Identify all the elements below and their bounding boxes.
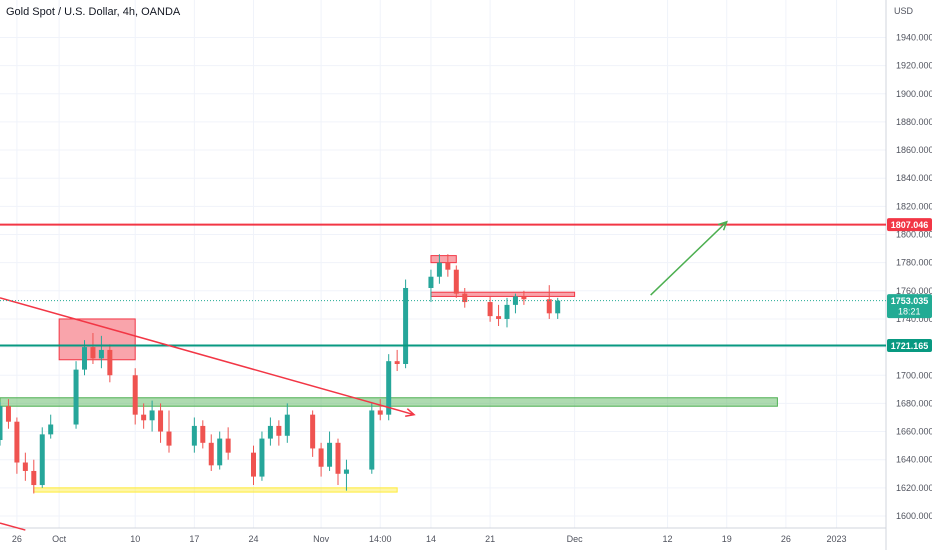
candle-body bbox=[428, 276, 434, 288]
y-tick-label: 1940.000 bbox=[896, 32, 932, 42]
x-tick-label: 21 bbox=[485, 534, 495, 544]
x-tick-label: 26 bbox=[12, 534, 22, 544]
candle-body bbox=[453, 269, 459, 294]
x-tick-label: 26 bbox=[781, 534, 791, 544]
candle-body bbox=[496, 316, 502, 319]
candle-body bbox=[39, 434, 45, 486]
trend-line bbox=[0, 297, 415, 416]
candle-body bbox=[225, 438, 231, 453]
y-tick-label: 1840.000 bbox=[896, 173, 932, 183]
candle-body bbox=[276, 425, 282, 436]
currency-label: USD bbox=[894, 6, 914, 16]
y-tick-label: 1880.000 bbox=[896, 117, 932, 127]
arrow-head bbox=[717, 220, 728, 231]
candle-body bbox=[504, 304, 510, 319]
x-tick-label: 14 bbox=[426, 534, 436, 544]
candle-body bbox=[512, 296, 518, 305]
y-tick-label: 1600.000 bbox=[896, 511, 932, 521]
y-tick-label: 1620.000 bbox=[896, 483, 932, 493]
candle-body bbox=[22, 462, 28, 471]
candle-body bbox=[107, 349, 113, 376]
x-tick-label: 12 bbox=[663, 534, 673, 544]
y-tick-label: 1740.000 bbox=[896, 314, 932, 324]
candle-body bbox=[267, 425, 273, 439]
candle-body bbox=[200, 425, 206, 443]
x-tick-label: Nov bbox=[313, 534, 330, 544]
candle-body bbox=[14, 421, 20, 463]
y-tick-label: 1920.000 bbox=[896, 61, 932, 71]
candle-body bbox=[0, 406, 3, 440]
y-tick-label: 1820.000 bbox=[896, 201, 932, 211]
x-tick-label: 14:00 bbox=[369, 534, 392, 544]
candle-body bbox=[5, 406, 11, 422]
candle-body bbox=[343, 469, 349, 474]
x-tick-label: 10 bbox=[130, 534, 140, 544]
price-label-countdown: 18:21 bbox=[898, 307, 921, 317]
candle-body bbox=[377, 410, 383, 415]
candle-body bbox=[462, 293, 468, 303]
zone-rect bbox=[430, 255, 457, 264]
y-tick-label: 1700.000 bbox=[896, 370, 932, 380]
candle-body bbox=[132, 375, 138, 415]
y-tick-label: 1680.000 bbox=[896, 398, 932, 408]
y-tick-label: 1780.000 bbox=[896, 258, 932, 268]
candle-body bbox=[166, 431, 172, 446]
candle-body bbox=[318, 448, 324, 467]
trend-line bbox=[650, 221, 728, 296]
candle-body bbox=[555, 300, 561, 314]
candle-body bbox=[310, 414, 316, 449]
price-label-bg bbox=[887, 218, 932, 232]
candle-body bbox=[335, 442, 341, 474]
candle-body bbox=[73, 369, 79, 425]
y-tick-label: 1660.000 bbox=[896, 427, 932, 437]
candle-body bbox=[82, 347, 87, 370]
price-label-resistance: 1807.046 bbox=[891, 220, 929, 230]
arrow-head bbox=[405, 408, 416, 417]
zone-rect bbox=[430, 291, 576, 297]
y-tick-label: 1860.000 bbox=[896, 145, 932, 155]
candle-body bbox=[217, 438, 223, 466]
y-tick-label: 1640.000 bbox=[896, 455, 932, 465]
candle-body bbox=[158, 410, 164, 432]
y-tick-label: 1760.000 bbox=[896, 286, 932, 296]
candle-body bbox=[191, 425, 197, 446]
candle-body bbox=[369, 410, 375, 470]
chart-title: Gold Spot / U.S. Dollar, 4h, OANDA bbox=[6, 6, 181, 18]
candle-body bbox=[546, 299, 552, 314]
candle-body bbox=[90, 347, 96, 359]
candle-body bbox=[394, 361, 400, 364]
candle-body bbox=[48, 424, 54, 435]
x-tick-label: 19 bbox=[722, 534, 732, 544]
candle-body bbox=[31, 470, 37, 486]
candle-body bbox=[251, 452, 256, 477]
price-label-bg bbox=[887, 294, 932, 319]
y-tick-label: 1800.000 bbox=[896, 230, 932, 240]
candle-body bbox=[141, 414, 147, 421]
candle-body bbox=[521, 296, 527, 300]
price-label-support: 1721.165 bbox=[891, 341, 929, 351]
candle-body bbox=[403, 287, 409, 364]
price-label-bg bbox=[887, 338, 932, 352]
candle-body bbox=[149, 410, 155, 421]
candle-body bbox=[436, 262, 442, 277]
price-label-last: 1753.035 bbox=[891, 296, 929, 306]
x-tick-label: 2023 bbox=[827, 534, 847, 544]
candle-body bbox=[445, 262, 451, 270]
candle-body bbox=[208, 442, 214, 466]
candle-body bbox=[487, 302, 493, 317]
x-tick-label: 17 bbox=[189, 534, 199, 544]
candle-body bbox=[386, 361, 392, 415]
candle-body bbox=[284, 414, 290, 436]
trend-line bbox=[0, 522, 26, 531]
candle-body bbox=[259, 438, 265, 477]
zone-rect bbox=[33, 487, 398, 493]
candle-body bbox=[98, 349, 104, 359]
candle-body bbox=[327, 442, 333, 467]
x-tick-label: 24 bbox=[248, 534, 258, 544]
y-tick-label: 1900.000 bbox=[896, 89, 932, 99]
x-tick-label: Oct bbox=[52, 534, 67, 544]
x-tick-label: Dec bbox=[567, 534, 584, 544]
